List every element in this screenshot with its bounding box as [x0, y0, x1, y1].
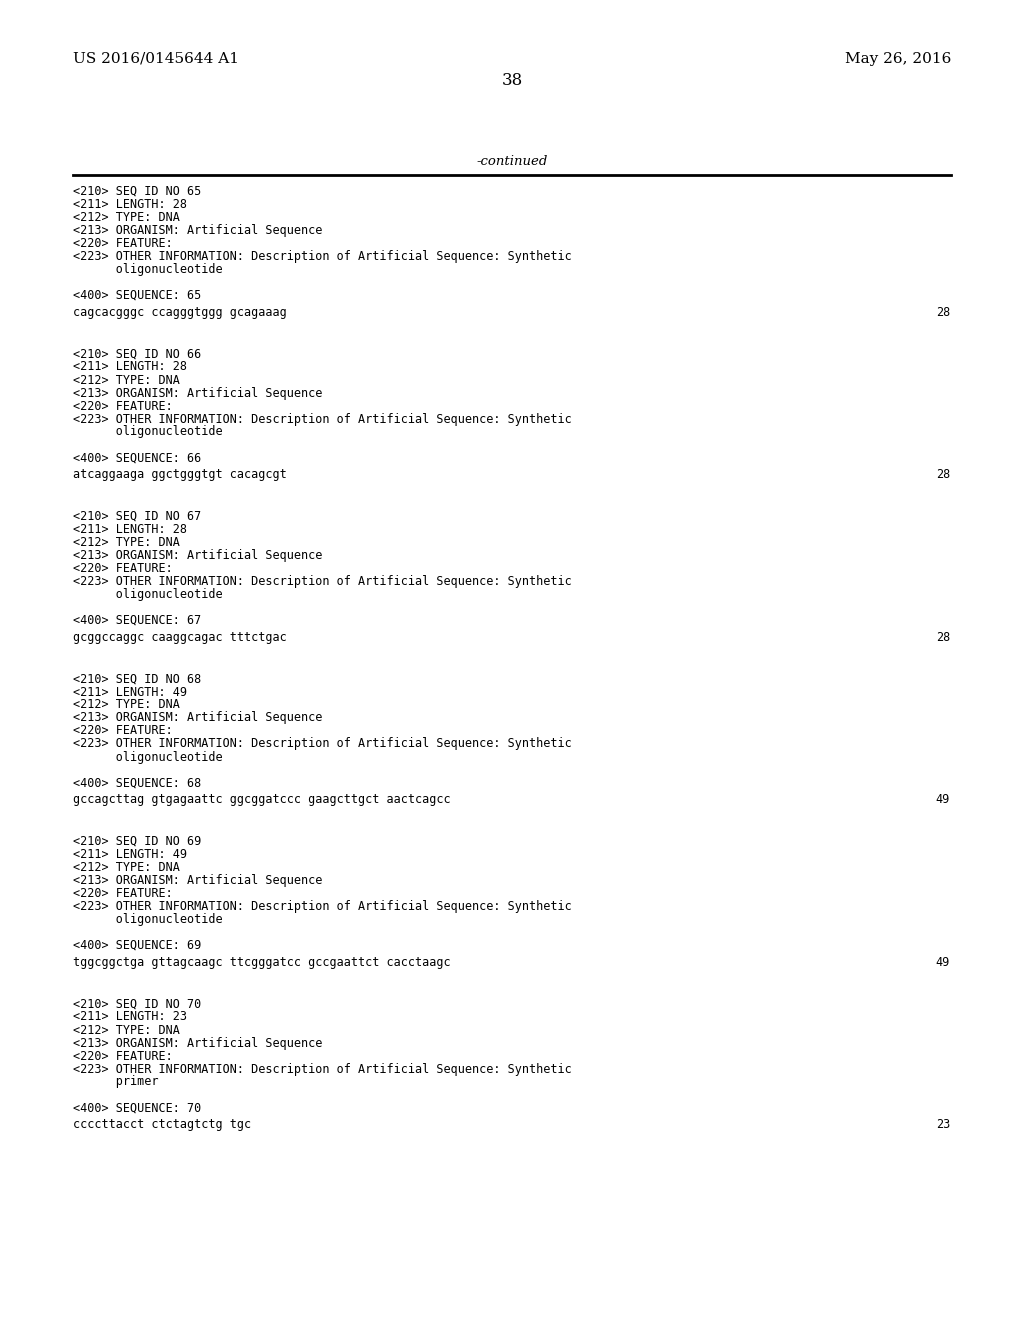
- Text: <210> SEQ ID NO 69: <210> SEQ ID NO 69: [73, 836, 202, 847]
- Text: <211> LENGTH: 28: <211> LENGTH: 28: [73, 360, 187, 374]
- Text: 38: 38: [502, 73, 522, 88]
- Text: <400> SEQUENCE: 68: <400> SEQUENCE: 68: [73, 776, 202, 789]
- Text: <211> LENGTH: 28: <211> LENGTH: 28: [73, 523, 187, 536]
- Text: primer: primer: [73, 1076, 159, 1089]
- Text: <210> SEQ ID NO 70: <210> SEQ ID NO 70: [73, 998, 202, 1011]
- Text: <212> TYPE: DNA: <212> TYPE: DNA: [73, 861, 180, 874]
- Text: <220> FEATURE:: <220> FEATURE:: [73, 1049, 173, 1063]
- Text: <211> LENGTH: 49: <211> LENGTH: 49: [73, 847, 187, 861]
- Text: 49: 49: [936, 956, 950, 969]
- Text: <223> OTHER INFORMATION: Description of Artificial Sequence: Synthetic: <223> OTHER INFORMATION: Description of …: [73, 738, 571, 751]
- Text: <211> LENGTH: 28: <211> LENGTH: 28: [73, 198, 187, 211]
- Text: 28: 28: [936, 306, 950, 319]
- Text: -continued: -continued: [476, 154, 548, 168]
- Text: <223> OTHER INFORMATION: Description of Artificial Sequence: Synthetic: <223> OTHER INFORMATION: Description of …: [73, 412, 571, 425]
- Text: <212> TYPE: DNA: <212> TYPE: DNA: [73, 1023, 180, 1036]
- Text: oligonucleotide: oligonucleotide: [73, 425, 222, 438]
- Text: 28: 28: [936, 631, 950, 644]
- Text: <223> OTHER INFORMATION: Description of Artificial Sequence: Synthetic: <223> OTHER INFORMATION: Description of …: [73, 1063, 571, 1076]
- Text: gccagcttag gtgagaattc ggcggatccc gaagcttgct aactcagcc: gccagcttag gtgagaattc ggcggatccc gaagctt…: [73, 793, 451, 807]
- Text: <400> SEQUENCE: 70: <400> SEQUENCE: 70: [73, 1101, 202, 1114]
- Text: <212> TYPE: DNA: <212> TYPE: DNA: [73, 698, 180, 711]
- Text: US 2016/0145644 A1: US 2016/0145644 A1: [73, 51, 239, 66]
- Text: 28: 28: [936, 469, 950, 482]
- Text: <400> SEQUENCE: 66: <400> SEQUENCE: 66: [73, 451, 202, 465]
- Text: 49: 49: [936, 793, 950, 807]
- Text: <213> ORGANISM: Artificial Sequence: <213> ORGANISM: Artificial Sequence: [73, 1036, 323, 1049]
- Text: oligonucleotide: oligonucleotide: [73, 913, 222, 927]
- Text: <212> TYPE: DNA: <212> TYPE: DNA: [73, 536, 180, 549]
- Text: <223> OTHER INFORMATION: Description of Artificial Sequence: Synthetic: <223> OTHER INFORMATION: Description of …: [73, 900, 571, 913]
- Text: <212> TYPE: DNA: <212> TYPE: DNA: [73, 374, 180, 387]
- Text: <220> FEATURE:: <220> FEATURE:: [73, 562, 173, 576]
- Text: <213> ORGANISM: Artificial Sequence: <213> ORGANISM: Artificial Sequence: [73, 711, 323, 725]
- Text: <210> SEQ ID NO 68: <210> SEQ ID NO 68: [73, 672, 202, 685]
- Text: <220> FEATURE:: <220> FEATURE:: [73, 400, 173, 412]
- Text: <223> OTHER INFORMATION: Description of Artificial Sequence: Synthetic: <223> OTHER INFORMATION: Description of …: [73, 576, 571, 587]
- Text: <212> TYPE: DNA: <212> TYPE: DNA: [73, 211, 180, 224]
- Text: ccccttacct ctctagtctg tgc: ccccttacct ctctagtctg tgc: [73, 1118, 251, 1131]
- Text: <400> SEQUENCE: 65: <400> SEQUENCE: 65: [73, 289, 202, 302]
- Text: cagcacgggc ccagggtggg gcagaaag: cagcacgggc ccagggtggg gcagaaag: [73, 306, 287, 319]
- Text: <210> SEQ ID NO 67: <210> SEQ ID NO 67: [73, 510, 202, 523]
- Text: <400> SEQUENCE: 67: <400> SEQUENCE: 67: [73, 614, 202, 627]
- Text: <213> ORGANISM: Artificial Sequence: <213> ORGANISM: Artificial Sequence: [73, 224, 323, 238]
- Text: <220> FEATURE:: <220> FEATURE:: [73, 887, 173, 900]
- Text: <213> ORGANISM: Artificial Sequence: <213> ORGANISM: Artificial Sequence: [73, 387, 323, 400]
- Text: <400> SEQUENCE: 69: <400> SEQUENCE: 69: [73, 939, 202, 952]
- Text: <211> LENGTH: 49: <211> LENGTH: 49: [73, 685, 187, 698]
- Text: <223> OTHER INFORMATION: Description of Artificial Sequence: Synthetic: <223> OTHER INFORMATION: Description of …: [73, 249, 571, 263]
- Text: May 26, 2016: May 26, 2016: [845, 51, 951, 66]
- Text: <211> LENGTH: 23: <211> LENGTH: 23: [73, 1011, 187, 1023]
- Text: <210> SEQ ID NO 66: <210> SEQ ID NO 66: [73, 347, 202, 360]
- Text: <210> SEQ ID NO 65: <210> SEQ ID NO 65: [73, 185, 202, 198]
- Text: oligonucleotide: oligonucleotide: [73, 587, 222, 601]
- Text: tggcggctga gttagcaagc ttcgggatcc gccgaattct cacctaagc: tggcggctga gttagcaagc ttcgggatcc gccgaat…: [73, 956, 451, 969]
- Text: oligonucleotide: oligonucleotide: [73, 751, 222, 763]
- Text: <213> ORGANISM: Artificial Sequence: <213> ORGANISM: Artificial Sequence: [73, 874, 323, 887]
- Text: gcggccaggc caaggcagac tttctgac: gcggccaggc caaggcagac tttctgac: [73, 631, 287, 644]
- Text: oligonucleotide: oligonucleotide: [73, 263, 222, 276]
- Text: atcaggaaga ggctgggtgt cacagcgt: atcaggaaga ggctgggtgt cacagcgt: [73, 469, 287, 482]
- Text: <213> ORGANISM: Artificial Sequence: <213> ORGANISM: Artificial Sequence: [73, 549, 323, 562]
- Text: <220> FEATURE:: <220> FEATURE:: [73, 725, 173, 738]
- Text: <220> FEATURE:: <220> FEATURE:: [73, 238, 173, 249]
- Text: 23: 23: [936, 1118, 950, 1131]
